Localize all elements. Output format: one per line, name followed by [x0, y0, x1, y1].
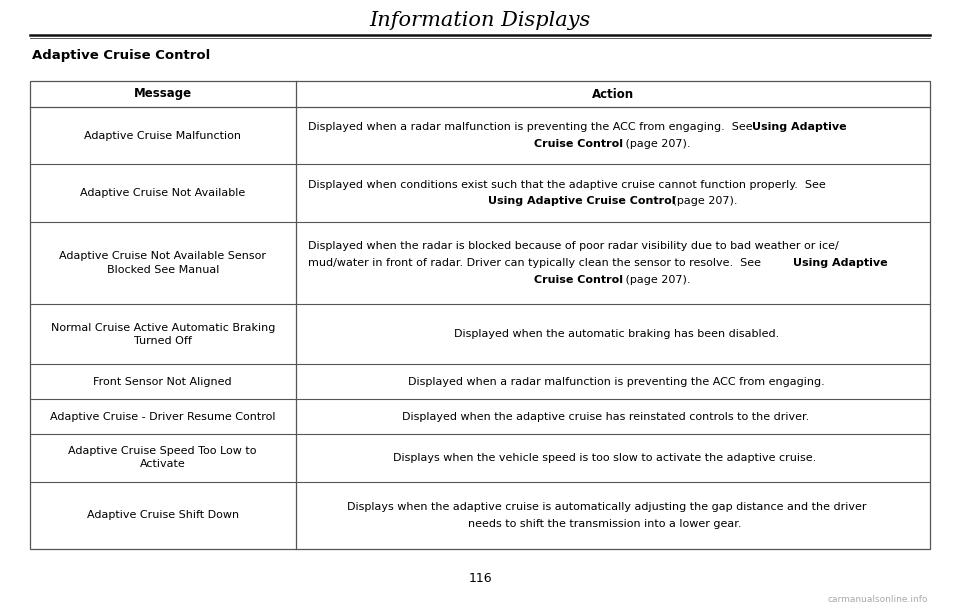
Text: 116: 116	[468, 573, 492, 585]
Text: Displays when the vehicle speed is too slow to activate the adaptive cruise.: Displays when the vehicle speed is too s…	[394, 453, 816, 463]
Text: Adaptive Cruise Malfunction: Adaptive Cruise Malfunction	[84, 131, 241, 141]
Text: Adaptive Cruise Speed Too Low to
Activate: Adaptive Cruise Speed Too Low to Activat…	[68, 446, 257, 469]
Text: Displayed when the automatic braking has been disabled.: Displayed when the automatic braking has…	[454, 329, 780, 339]
Text: Displayed when conditions exist such that the adaptive cruise cannot function pr: Displayed when conditions exist such tha…	[307, 180, 826, 190]
Text: Adaptive Cruise - Driver Resume Control: Adaptive Cruise - Driver Resume Control	[50, 412, 276, 422]
Text: Action: Action	[591, 87, 634, 100]
Text: (page 207).: (page 207).	[668, 197, 737, 207]
Text: Displayed when a radar malfunction is preventing the ACC from engaging.: Displayed when a radar malfunction is pr…	[408, 377, 825, 387]
Text: Front Sensor Not Aligned: Front Sensor Not Aligned	[93, 377, 232, 387]
Text: mud/water in front of radar. Driver can typically clean the sensor to resolve.  : mud/water in front of radar. Driver can …	[307, 258, 764, 268]
Text: Cruise Control: Cruise Control	[535, 139, 623, 149]
Text: Message: Message	[133, 87, 192, 100]
Text: Adaptive Cruise Not Available: Adaptive Cruise Not Available	[80, 188, 246, 198]
Text: Normal Cruise Active Automatic Braking
Turned Off: Normal Cruise Active Automatic Braking T…	[51, 323, 275, 346]
Text: Adaptive Cruise Shift Down: Adaptive Cruise Shift Down	[86, 510, 239, 521]
Text: Displayed when the adaptive cruise has reinstated controls to the driver.: Displayed when the adaptive cruise has r…	[402, 412, 809, 422]
Text: (page 207).: (page 207).	[622, 139, 690, 149]
Text: carmanualsonline.info: carmanualsonline.info	[828, 595, 928, 604]
Text: Information Displays: Information Displays	[370, 12, 590, 31]
Text: (page 207).: (page 207).	[622, 275, 690, 285]
Text: Using Adaptive: Using Adaptive	[793, 258, 887, 268]
Text: Displays when the adaptive cruise is automatically adjusting the gap distance an: Displays when the adaptive cruise is aut…	[347, 502, 867, 512]
Text: Adaptive Cruise Not Available Sensor
Blocked See Manual: Adaptive Cruise Not Available Sensor Blo…	[60, 252, 266, 275]
Text: Adaptive Cruise Control: Adaptive Cruise Control	[32, 48, 210, 62]
Bar	[30, 81, 930, 549]
Text: needs to shift the transmission into a lower gear.: needs to shift the transmission into a l…	[468, 519, 742, 529]
Text: Displayed when the radar is blocked because of poor radar visibility due to bad : Displayed when the radar is blocked beca…	[307, 241, 838, 251]
Text: Displayed when a radar malfunction is preventing the ACC from engaging.  See: Displayed when a radar malfunction is pr…	[307, 122, 756, 133]
Text: Using Adaptive Cruise Control: Using Adaptive Cruise Control	[488, 197, 675, 207]
Text: Cruise Control: Cruise Control	[535, 275, 623, 285]
Text: Using Adaptive: Using Adaptive	[753, 122, 847, 133]
